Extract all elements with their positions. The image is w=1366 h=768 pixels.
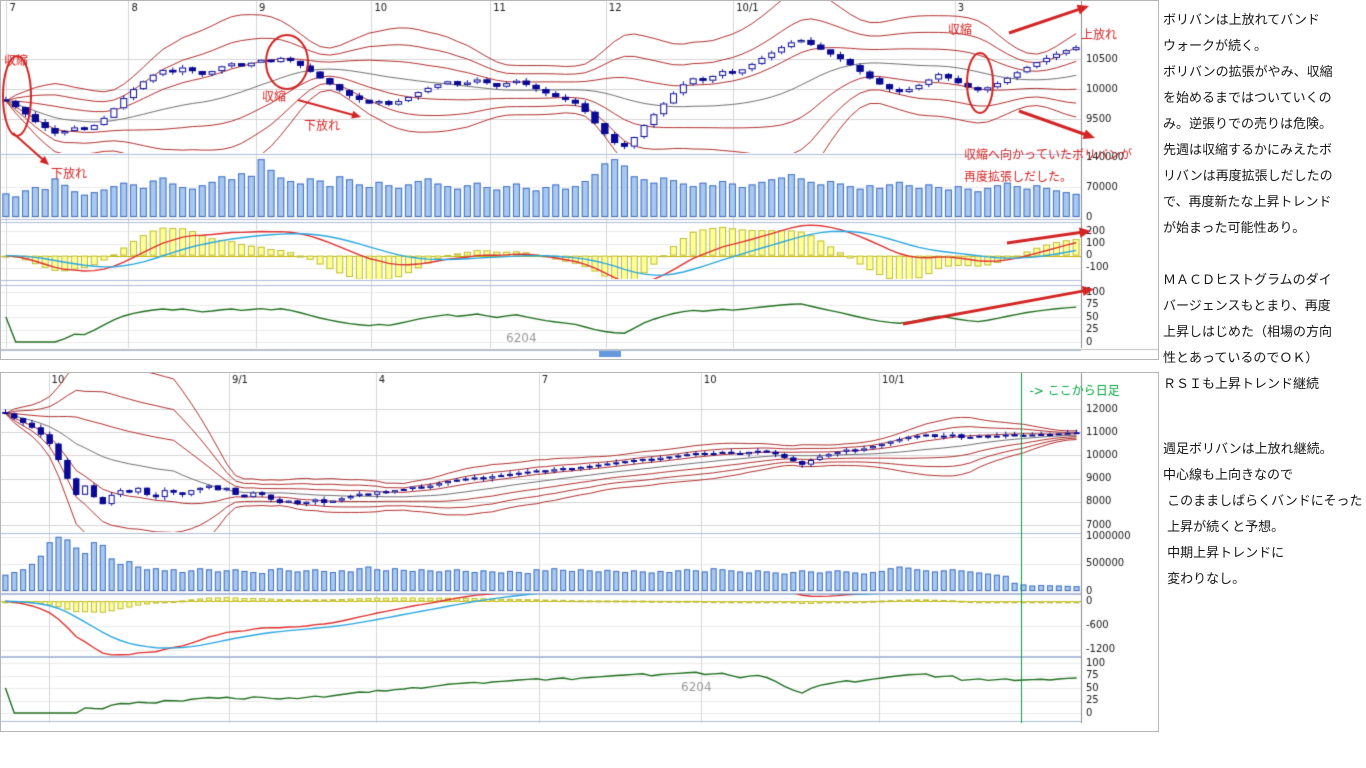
commentary-line: 中心線も上向きなので: [1163, 468, 1294, 483]
commentary-line: 週足ボリバンは上放れ継続。: [1163, 442, 1333, 457]
commentary-line: 上昇が続くと予想。: [1163, 520, 1285, 535]
commentary-line: み。逆張りでの売りは危険。: [1163, 117, 1333, 132]
commentary-line: 性とあっているのでＯＫ）: [1163, 351, 1319, 366]
commentary-line: 変わりなし。: [1163, 572, 1246, 587]
commentary-line: このまましばらくバンドにそった: [1163, 494, 1363, 509]
commentary-line: 中期上昇トレンドに: [1163, 546, 1285, 561]
commentary-line: リバンは再度拡張しだしたの: [1163, 169, 1333, 184]
commentary-line: を始めるまではついていくの: [1163, 91, 1332, 106]
commentary-line: で、再度新たな上昇トレンド: [1163, 195, 1332, 210]
commentary-line: バージェンスもとまり、再度: [1163, 299, 1331, 314]
weekly-chart-panel: [0, 372, 1159, 732]
commentary-line: 上昇しはじめた（相場の方向: [1163, 325, 1333, 340]
commentary-sidebar: ボリバンは上放れてバンド ウォークが続く。 ボリバンの拡張がやみ、収縮 を始める…: [1163, 8, 1363, 593]
commentary-line: ＲＳＩも上昇トレンド継続: [1163, 377, 1320, 392]
commentary-line: ボリバンの拡張がやみ、収縮: [1163, 65, 1333, 80]
commentary-line: 先週は収縮するかにみえたボ: [1163, 143, 1333, 158]
commentary-line: ウォークが続く。: [1163, 39, 1268, 54]
weekly-chart-canvas: [1, 373, 1158, 731]
hourly-chart-canvas: [1, 1, 1158, 359]
commentary-line: が始まった可能性あり。: [1163, 221, 1306, 236]
hourly-chart-panel: [0, 0, 1159, 360]
commentary-line: ボリバンは上放れてバンド: [1163, 13, 1320, 28]
commentary-line: ＭＡＣＤヒストグラムのダイ: [1163, 273, 1332, 288]
